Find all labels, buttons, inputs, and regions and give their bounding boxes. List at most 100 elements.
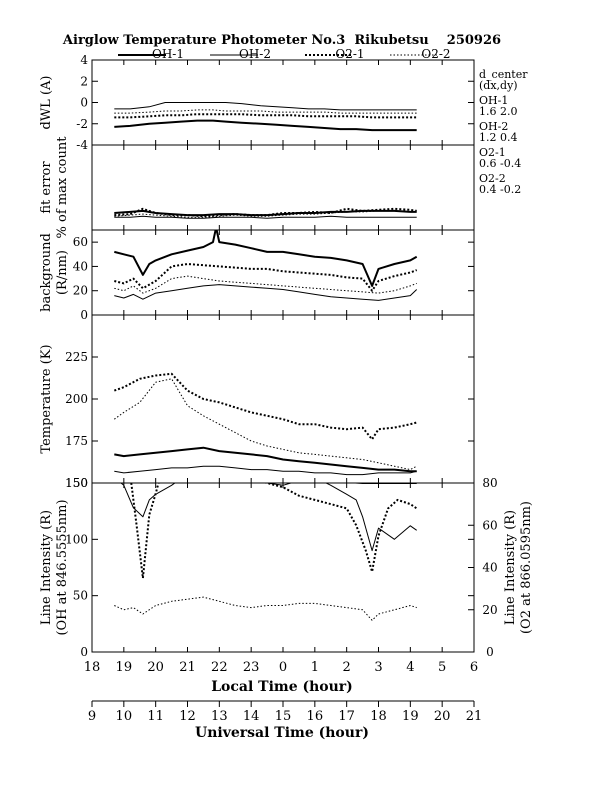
- side-note: 0.4 -0.2: [479, 183, 521, 196]
- y-right-tick-label: 20: [482, 603, 497, 617]
- universal-time-axis: 9 10 11 12 13 14 15 16 17 18 19 20 21 Universal Time …: [88, 700, 483, 741]
- series-line-int-oh-2: [120, 483, 417, 552]
- series-line-temp-o2-2: [114, 378, 417, 471]
- x-tick-label: 20: [147, 660, 164, 675]
- series-line-int-oh-1: [348, 483, 417, 484]
- x-tick-label: 3: [374, 660, 382, 675]
- ut-tick-label: 21: [466, 709, 483, 724]
- y-axis-label: (OH at 846.5555nm): [55, 499, 70, 635]
- y-tick-label: 4: [80, 53, 88, 67]
- side-note: O2-1: [479, 146, 506, 159]
- y-axis-label: fit error: [39, 161, 54, 214]
- series-line-int-o2-2: [114, 596, 417, 621]
- y-axis-label: (R/nm): [55, 250, 70, 295]
- panel-frame: [91, 59, 475, 146]
- series-line-temp-oh-2: [114, 465, 417, 476]
- y-axis-label: background: [39, 233, 54, 312]
- y-tick-label: 100: [65, 532, 88, 546]
- side-notes: d_center(dx,dy) OH-11.6 2.0 OH-21.2 0.4 O2-…: [479, 68, 528, 196]
- series-line-bg-o2-1: [114, 263, 418, 292]
- x-tick-label: 23: [243, 660, 260, 675]
- y-right-tick-label: 60: [482, 518, 497, 532]
- ut-axis-label: Universal Time (hour): [195, 725, 369, 741]
- x-tick-label: 21: [179, 660, 196, 675]
- y-tick-label: 0: [80, 308, 88, 322]
- series-line-temp-oh-1: [114, 446, 417, 473]
- series-line-dwl-o2-2: [114, 109, 417, 114]
- ut-tick-label: 19: [402, 709, 419, 724]
- panel-dwl: 4 2 0 -2 -4 dWL (A): [39, 53, 475, 152]
- side-note: 1.2 0.4: [479, 131, 517, 144]
- side-note: 0.6 -0.4: [479, 157, 521, 170]
- y-tick-label: 0: [80, 96, 88, 110]
- series-line-fit-o2-2: [114, 210, 417, 218]
- ut-tick-label: 15: [275, 709, 292, 724]
- y-axis-label: dWL (A): [39, 76, 54, 130]
- series-line-temp-o2-1: [113, 372, 417, 441]
- panel-frame: [91, 482, 475, 653]
- side-note: (dx,dy): [479, 79, 518, 92]
- x-tick-label: 4: [406, 660, 414, 675]
- y-tick-label: 225: [65, 350, 88, 364]
- y-right-tick-label: 0: [486, 645, 494, 659]
- y-tick-label: -2: [76, 117, 88, 131]
- y-axis-label: Line Intensity (R): [39, 510, 54, 625]
- y-tick-label: 60: [73, 235, 88, 249]
- legend: OH-1 OH-2 O2-1 O2-2: [118, 47, 451, 61]
- side-note: d_center: [479, 68, 528, 81]
- y-right-axis-label: (O2 at 866.0595nm): [519, 501, 534, 634]
- panel-fit: fit error% of max count: [39, 136, 475, 239]
- series-line-bg-oh-2: [114, 284, 418, 301]
- x-tick-label: 19: [116, 660, 133, 675]
- ut-tick-label: 9: [88, 709, 96, 724]
- side-note: O2-2: [479, 172, 506, 185]
- ut-tick-label: 20: [434, 709, 451, 724]
- series-line-bg-o2-2: [114, 275, 417, 294]
- x-tick-label: 22: [211, 660, 228, 675]
- series-line-dwl-oh-2: [114, 102, 417, 111]
- side-note: 1.6 2.0: [479, 105, 517, 118]
- legend-label-oh-2: OH-2: [239, 47, 271, 61]
- chart-title: Airglow Temperature Photometer No.3 Riku…: [62, 33, 501, 48]
- series-line-dwl-o2-1: [114, 113, 417, 119]
- x-tick-label: 6: [470, 660, 478, 675]
- legend-label-o2-1: O2-1: [335, 47, 364, 61]
- y-right-tick-label: 80: [482, 476, 497, 490]
- y-tick-label: 0: [80, 645, 88, 659]
- y-tick-label: 200: [65, 392, 88, 406]
- y-tick-label: 50: [73, 589, 88, 603]
- ut-tick-label: 12: [179, 709, 196, 724]
- x-tick-label: 5: [438, 660, 446, 675]
- y-tick-label: 20: [73, 284, 88, 298]
- ut-tick-label: 13: [211, 709, 228, 724]
- x-axis-label: Local Time (hour): [211, 679, 353, 695]
- y-tick-label: -4: [76, 138, 88, 152]
- x-tick-label: 2: [343, 660, 351, 675]
- ut-tick-label: 10: [116, 709, 133, 724]
- panel-frame: [91, 314, 475, 484]
- y-tick-label: 150: [65, 476, 88, 490]
- x-tick-label: 18: [84, 660, 101, 675]
- series-line-dwl-oh-1: [114, 119, 417, 132]
- side-note: OH-1: [479, 94, 508, 107]
- y-axis-label: Temperature (K): [39, 344, 54, 453]
- y-right-axis-label: Line Intensity (R): [503, 510, 518, 625]
- ut-tick-label: 14: [243, 709, 260, 724]
- legend-label-o2-2: O2-2: [421, 47, 450, 61]
- ut-tick-label: 16: [307, 709, 324, 724]
- series-line-bg-oh-1: [114, 230, 418, 287]
- ut-tick-label: 18: [370, 709, 387, 724]
- ut-tick-label: 11: [147, 709, 164, 724]
- y-tick-label: 175: [65, 434, 88, 448]
- panel-bg: 60 40 20 0 background (R/nm): [39, 229, 475, 322]
- panel-frame: [91, 229, 475, 316]
- y-axis-label: % of max count: [55, 136, 70, 239]
- series-line-fit-o2-1: [114, 207, 417, 218]
- y-tick-label: 150: [65, 476, 88, 490]
- y-tick-label: 40: [73, 259, 88, 273]
- panel-temp: 225 200 175 150 Temperature (K): [39, 314, 475, 490]
